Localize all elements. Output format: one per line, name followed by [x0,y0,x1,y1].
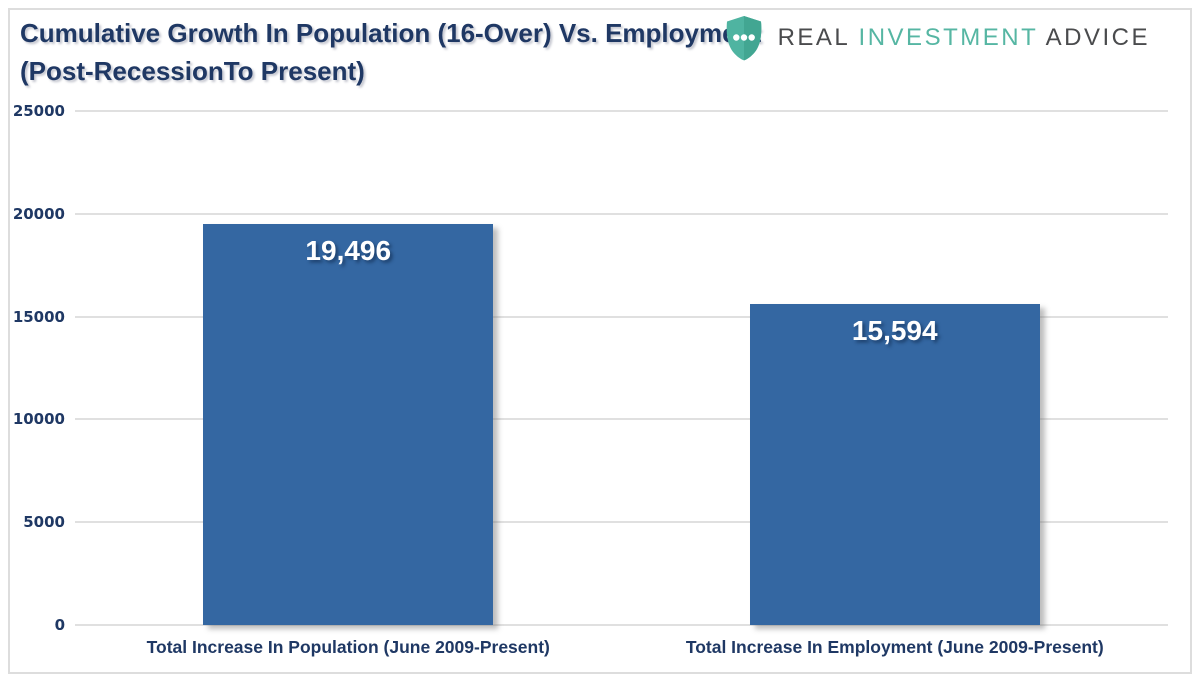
y-tick-label: 10000 [12,410,65,429]
bar-value-label: 15,594 [851,315,938,347]
gridline-15000 [75,315,1168,318]
bar-2: 15,594 [749,304,1040,625]
gridline-20000 [75,212,1168,215]
chart-title-line1: Cumulative Growth In Population (16-Over… [20,18,762,48]
logo-word-real: REAL [777,24,850,51]
y-tick-label: 5000 [23,513,65,532]
gridline-5000 [75,521,1168,524]
gridline-0 [75,624,1168,626]
logo-word-investment: INVESTMENT [858,24,1038,51]
real-investment-advice-logo: REAL INVESTMENT ADVICE [724,15,1150,61]
chart-title-line2: (Post-RecessionTo Present) [20,56,365,86]
bar-1: 19,496 [203,224,494,625]
y-tick-label: 15000 [12,307,65,326]
x-category-label: Total Increase In Employment (June 2009-… [685,637,1104,657]
y-tick-label: 25000 [12,102,65,120]
logo-word-advice: ADVICE [1045,24,1150,51]
bar-value-label: 19,496 [305,235,392,267]
gridline-25000 [75,110,1168,112]
gridline-10000 [75,418,1168,421]
logo-wordmark: REAL INVESTMENT ADVICE [778,24,1150,52]
shield-three-dots-icon [724,15,764,61]
y-tick-label: 0 [54,616,65,634]
x-category-label: Total Increase In Population (June 2009-… [146,637,550,657]
y-tick-label: 20000 [12,204,65,223]
chart-title: Cumulative Growth In Population (16-Over… [20,14,761,90]
